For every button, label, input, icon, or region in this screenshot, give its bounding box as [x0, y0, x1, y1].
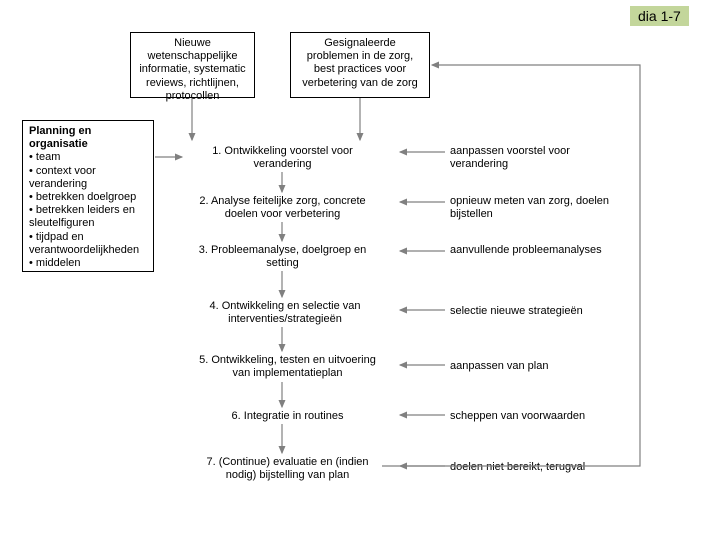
fb3: aanvullende probleemanalyses: [450, 244, 610, 257]
step1: 1. Ontwikkeling voorstel voor veranderin…: [190, 145, 375, 171]
step6: 6. Integratie in routines: [220, 410, 355, 423]
planning-bullet: • team: [29, 151, 147, 164]
planning-bullet: • context voor verandering: [29, 165, 147, 191]
planning-bullet: • betrekken leiders en sleutelfiguren: [29, 204, 147, 230]
step4: 4. Ontwikkeling en selectie van interven…: [195, 300, 375, 326]
fb6: scheppen van voorwaarden: [450, 410, 620, 423]
step5: 5. Ontwikkeling, testen en uitvoering va…: [190, 354, 385, 380]
planning-title: Planning en organisatie: [29, 125, 147, 151]
step2: 2. Analyse feitelijke zorg, concrete doe…: [185, 195, 380, 221]
fb2: opnieuw meten van zorg, doelen bijstelle…: [450, 195, 610, 221]
slide-badge: dia 1-7: [630, 6, 689, 26]
box-gesignaleerde: Gesignaleerde problemen in de zorg, best…: [290, 32, 430, 98]
planning-bullet: • betrekken doelgroep: [29, 191, 147, 204]
planning-bullet: • middelen: [29, 257, 147, 270]
step3: 3. Probleemanalyse, doelgroep en setting: [190, 244, 375, 270]
fb5: aanpassen van plan: [450, 360, 610, 373]
box-planning-organisatie: Planning en organisatie• team• context v…: [22, 120, 154, 272]
planning-bullet: • tijdpad en verantwoordelijkheden: [29, 231, 147, 257]
fb7: doelen niet bereikt, terugval: [450, 461, 620, 474]
fb1: aanpassen voorstel voor verandering: [450, 145, 610, 171]
box-nieuwe-info: Nieuwe wetenschappelijke informatie, sys…: [130, 32, 255, 98]
step7: 7. (Continue) evaluatie en (indien nodig…: [195, 456, 380, 482]
fb4: selectie nieuwe strategieën: [450, 305, 620, 318]
